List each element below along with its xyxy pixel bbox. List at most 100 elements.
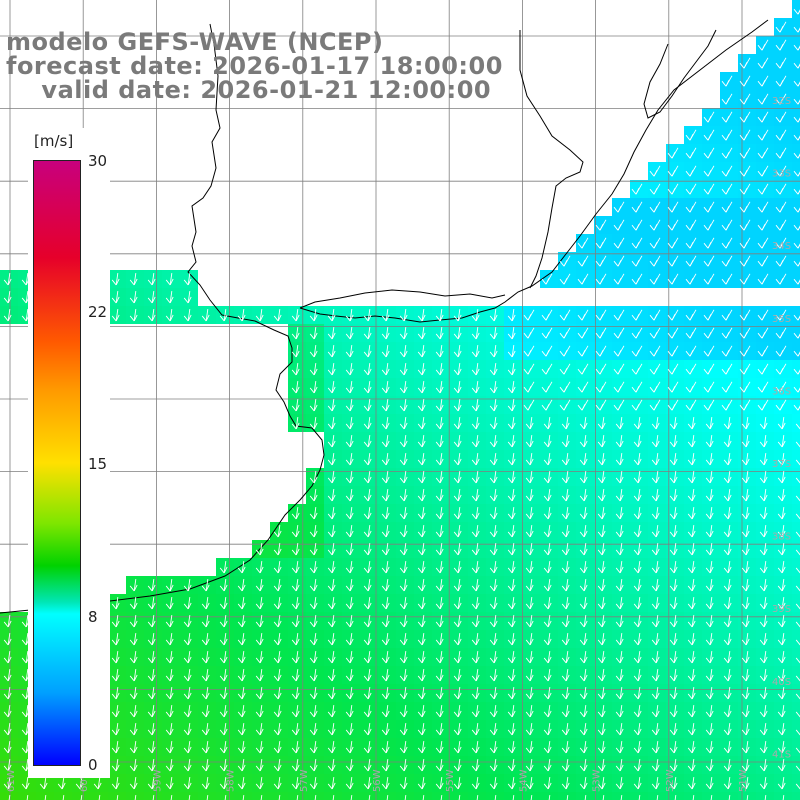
wind-arrow bbox=[453, 614, 462, 628]
wind-arrow bbox=[631, 255, 643, 267]
wind-arrow bbox=[363, 344, 372, 358]
wind-arrow bbox=[147, 632, 156, 646]
wind-arrow bbox=[710, 794, 713, 800]
wind-arrow bbox=[579, 524, 588, 538]
wind-arrow bbox=[597, 506, 606, 520]
wind-arrow bbox=[507, 524, 516, 538]
wind-arrow bbox=[435, 524, 444, 538]
wind-arrow bbox=[667, 255, 679, 267]
wind-arrow bbox=[721, 165, 733, 177]
wind-arrow bbox=[345, 488, 354, 502]
wind-arrow bbox=[327, 704, 336, 718]
wind-arrow bbox=[579, 506, 588, 520]
wind-arrow bbox=[363, 542, 372, 556]
wind-arrow bbox=[345, 632, 354, 646]
wind-arrow bbox=[489, 452, 498, 466]
wind-arrow bbox=[543, 578, 552, 592]
wind-arrow bbox=[98, 794, 101, 800]
wind-arrow bbox=[759, 776, 768, 790]
wind-arrow bbox=[363, 704, 372, 718]
wind-arrow bbox=[597, 542, 606, 556]
wind-arrow bbox=[471, 650, 480, 664]
wind-arrow bbox=[541, 327, 553, 339]
wind-arrow bbox=[703, 345, 715, 357]
wind-arrow bbox=[687, 650, 696, 664]
wind-speed-cell bbox=[684, 792, 702, 800]
wind-speed-cell bbox=[792, 144, 800, 162]
wind-arrow bbox=[687, 560, 696, 574]
wind-arrow bbox=[615, 488, 624, 502]
wind-arrow bbox=[561, 560, 570, 574]
wind-arrow bbox=[559, 327, 571, 339]
wind-arrow bbox=[489, 740, 498, 754]
wind-arrow bbox=[777, 470, 786, 484]
wind-arrow bbox=[669, 614, 678, 628]
wind-arrow bbox=[345, 308, 354, 322]
wind-arrow bbox=[3, 272, 12, 286]
wind-arrow bbox=[633, 776, 642, 790]
wind-arrow bbox=[453, 560, 462, 574]
wind-arrow bbox=[183, 704, 192, 718]
wind-arrow bbox=[381, 686, 390, 700]
wind-arrow bbox=[795, 585, 800, 592]
wind-arrow bbox=[739, 129, 751, 141]
wind-arrow bbox=[147, 704, 156, 718]
wind-arrow bbox=[399, 614, 408, 628]
wind-arrow bbox=[669, 524, 678, 538]
wind-arrow bbox=[633, 632, 642, 646]
wind-arrow bbox=[201, 650, 210, 664]
wind-arrow bbox=[759, 668, 768, 682]
wind-arrow bbox=[613, 273, 625, 285]
wind-arrow bbox=[667, 237, 679, 249]
wind-arrow bbox=[579, 560, 588, 574]
wind-arrow bbox=[741, 560, 750, 574]
wind-arrow bbox=[723, 416, 732, 430]
wind-arrow bbox=[597, 470, 606, 484]
wind-arrow bbox=[669, 434, 678, 448]
wind-arrow bbox=[363, 452, 372, 466]
wind-arrow bbox=[667, 273, 679, 285]
wind-arrow bbox=[345, 506, 354, 520]
wind-arrow bbox=[543, 434, 552, 448]
wind-arrow bbox=[237, 596, 246, 610]
wind-arrow bbox=[548, 794, 551, 800]
wind-arrow bbox=[759, 506, 768, 520]
wind-arrow bbox=[741, 416, 750, 430]
wind-arrow bbox=[739, 147, 751, 159]
wind-arrow bbox=[523, 399, 535, 411]
wind-arrow bbox=[561, 758, 570, 772]
wind-arrow bbox=[489, 758, 498, 772]
wind-speed-cell bbox=[792, 432, 800, 450]
wind-arrow bbox=[129, 578, 138, 592]
wind-arrow bbox=[507, 434, 516, 448]
wind-arrow bbox=[327, 470, 336, 484]
wind-arrow bbox=[381, 434, 390, 448]
wind-arrow bbox=[291, 326, 300, 340]
wind-arrow bbox=[165, 272, 174, 286]
longitude-label: 56W bbox=[372, 769, 383, 792]
wind-arrow bbox=[453, 380, 462, 394]
wind-arrow bbox=[507, 326, 516, 340]
wind-arrow bbox=[649, 345, 661, 357]
wind-arrow bbox=[435, 614, 444, 628]
wind-arrow bbox=[435, 452, 444, 466]
wind-arrow bbox=[381, 470, 390, 484]
wind-arrow bbox=[759, 488, 768, 502]
wind-arrow bbox=[649, 327, 661, 339]
wind-arrow bbox=[399, 398, 408, 412]
wind-arrow bbox=[757, 201, 769, 213]
wind-arrow bbox=[777, 506, 786, 520]
wind-arrow bbox=[543, 686, 552, 700]
wind-arrow bbox=[685, 309, 697, 321]
wind-arrow bbox=[363, 326, 372, 340]
wind-arrow bbox=[471, 452, 480, 466]
wind-arrow bbox=[795, 729, 800, 736]
wind-arrow bbox=[739, 57, 751, 69]
wind-arrow bbox=[615, 632, 624, 646]
wind-arrow bbox=[363, 308, 372, 322]
wind-arrow bbox=[507, 416, 516, 430]
wind-arrow bbox=[721, 93, 733, 105]
wind-arrow bbox=[739, 327, 751, 339]
wind-arrow bbox=[489, 326, 498, 340]
wind-arrow bbox=[633, 722, 642, 736]
